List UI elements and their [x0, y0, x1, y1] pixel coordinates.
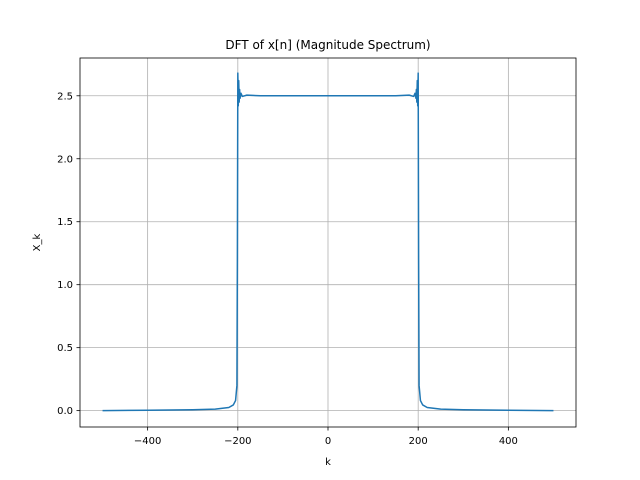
y-axis-label: X_k: [32, 233, 43, 251]
series-line: [102, 72, 554, 412]
y-tick-label: 1.5: [57, 217, 73, 228]
chart-title: DFT of x[n] (Magnitude Spectrum): [225, 38, 430, 52]
x-axis-label: k: [325, 457, 331, 468]
plot-area: [102, 72, 554, 412]
y-tick-label: 0.0: [57, 406, 73, 417]
x-tick-label: 0: [325, 436, 331, 447]
axis-ticks: −400 −200 0 200 400 0.0 0.5 1.0 1.5 2.0 2.5: [57, 91, 518, 447]
y-tick-label: 2.0: [57, 154, 73, 165]
x-tick-label: 400: [499, 436, 518, 447]
x-tick-label: −200: [224, 436, 251, 447]
x-tick-label: 200: [409, 436, 428, 447]
y-tick-label: 0.5: [57, 343, 73, 354]
x-tick-label: −400: [134, 436, 161, 447]
y-tick-label: 1.0: [57, 280, 73, 291]
y-tick-label: 2.5: [57, 91, 73, 102]
